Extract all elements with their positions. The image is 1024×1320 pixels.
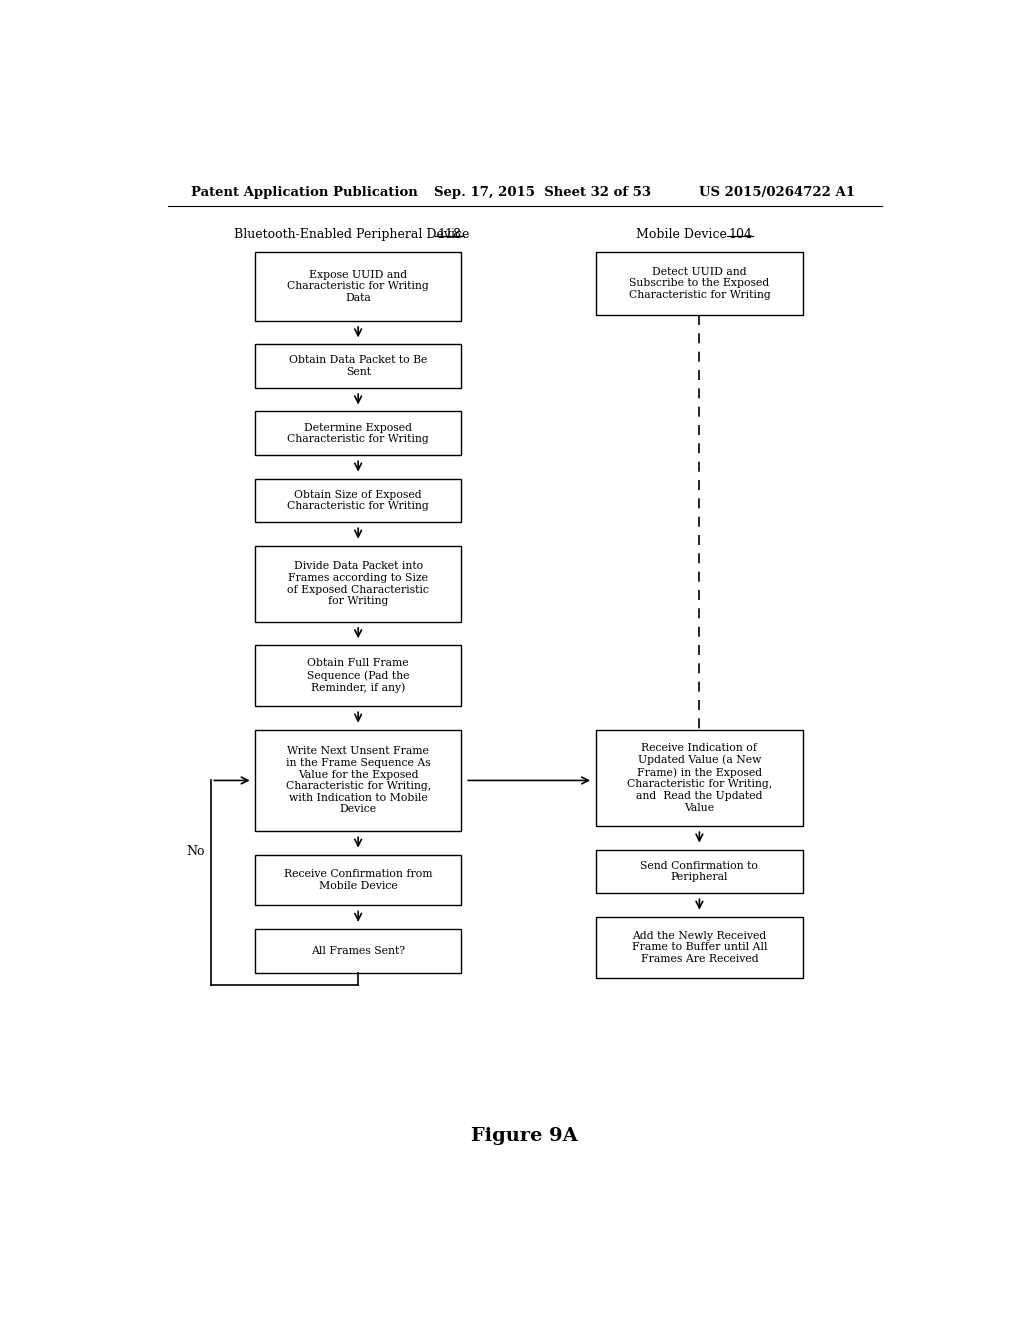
- Text: Add the Newly Received
Frame to Buffer until All
Frames Are Received: Add the Newly Received Frame to Buffer u…: [632, 931, 767, 964]
- Bar: [596, 730, 803, 826]
- Text: Receive Indication of
Updated Value (a New
Frame) in the Exposed
Characteristic : Receive Indication of Updated Value (a N…: [627, 743, 772, 813]
- Bar: [255, 479, 461, 523]
- Bar: [596, 916, 803, 978]
- Text: Divide Data Packet into
Frames according to Size
of Exposed Characteristic
for W: Divide Data Packet into Frames according…: [287, 561, 429, 606]
- Bar: [255, 412, 461, 455]
- Text: No: No: [186, 845, 205, 858]
- Text: US 2015/0264722 A1: US 2015/0264722 A1: [699, 186, 855, 199]
- Text: Patent Application Publication: Patent Application Publication: [191, 186, 418, 199]
- Text: Determine Exposed
Characteristic for Writing: Determine Exposed Characteristic for Wri…: [288, 422, 429, 444]
- Text: Receive Confirmation from
Mobile Device: Receive Confirmation from Mobile Device: [284, 870, 432, 891]
- Text: Detect UUID and
Subscribe to the Exposed
Characteristic for Writing: Detect UUID and Subscribe to the Exposed…: [629, 267, 770, 300]
- Text: Figure 9A: Figure 9A: [471, 1127, 579, 1146]
- Bar: [255, 545, 461, 622]
- Bar: [255, 252, 461, 321]
- Text: All Frames Sent?: All Frames Sent?: [311, 945, 406, 956]
- Text: Expose UUID and
Characteristic for Writing
Data: Expose UUID and Characteristic for Writi…: [288, 269, 429, 304]
- Text: Mobile Device: Mobile Device: [636, 227, 731, 240]
- Bar: [596, 252, 803, 315]
- Text: Sep. 17, 2015  Sheet 32 of 53: Sep. 17, 2015 Sheet 32 of 53: [433, 186, 650, 199]
- Bar: [255, 929, 461, 973]
- Bar: [596, 850, 803, 894]
- Text: Obtain Data Packet to Be
Sent: Obtain Data Packet to Be Sent: [289, 355, 427, 378]
- Text: Send Confirmation to
Peripheral: Send Confirmation to Peripheral: [640, 861, 759, 882]
- Text: 118: 118: [437, 227, 462, 240]
- Bar: [255, 854, 461, 906]
- Text: Bluetooth-Enabled Peripheral Device: Bluetooth-Enabled Peripheral Device: [234, 227, 474, 240]
- Text: Obtain Size of Exposed
Characteristic for Writing: Obtain Size of Exposed Characteristic fo…: [288, 490, 429, 511]
- Text: 104: 104: [729, 227, 753, 240]
- Text: Obtain Full Frame
Sequence (Pad the
Reminder, if any): Obtain Full Frame Sequence (Pad the Remi…: [307, 659, 410, 693]
- Bar: [255, 645, 461, 706]
- Bar: [255, 345, 461, 388]
- Text: Write Next Unsent Frame
in the Frame Sequence As
Value for the Exposed
Character: Write Next Unsent Frame in the Frame Seq…: [286, 746, 431, 814]
- Bar: [255, 730, 461, 832]
